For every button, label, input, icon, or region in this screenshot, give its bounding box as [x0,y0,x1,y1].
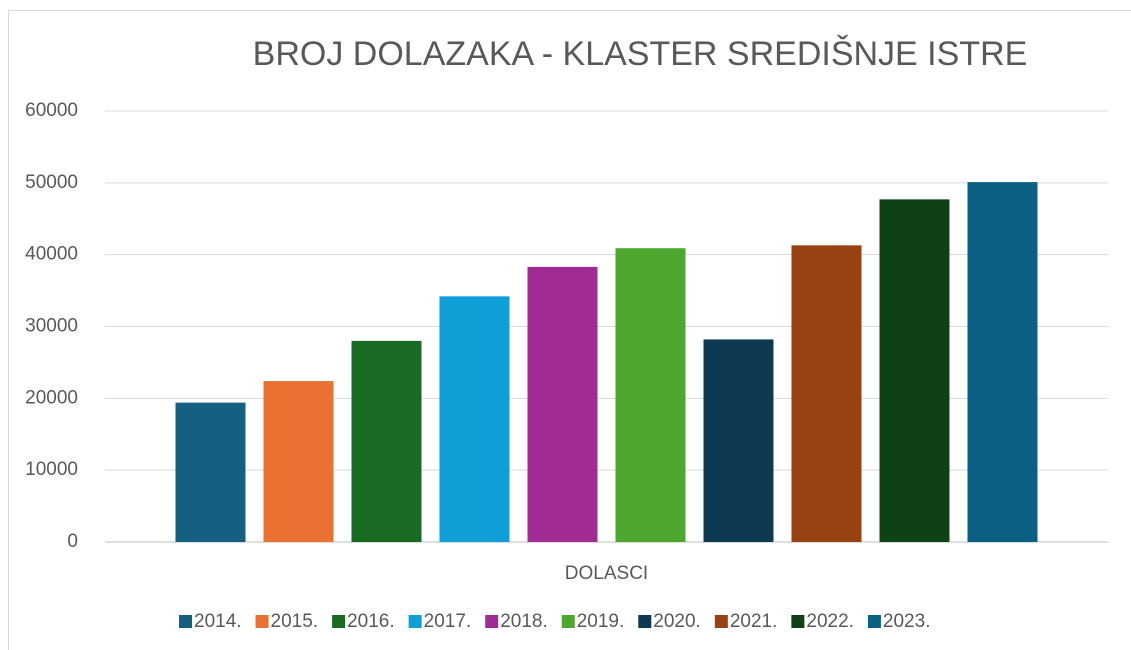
y-tick-label: 20000 [25,387,78,408]
legend-label: 2018. [500,611,548,632]
legend-label: 2016. [347,611,395,632]
bar [175,402,246,542]
y-tick-label: 0 [67,531,78,552]
legend-label: 2019. [577,611,625,632]
legend-label: 2017. [424,611,472,632]
legend-swatch [179,615,192,628]
legend-swatch [255,615,269,628]
bar [791,245,862,542]
legend-swatch [638,615,652,628]
bar [351,340,422,542]
bar [703,339,774,542]
x-tick-label: DOLASCI [565,563,648,584]
bar [879,199,950,543]
y-tick-label: 10000 [25,459,78,480]
legend-swatch [408,615,422,628]
legend-label: 2014. [194,611,242,632]
legend-label: 2015. [271,611,319,632]
chart-title: BROJ DOLAZAKA - KLASTER SREDIŠNJE ISTRE [253,35,1028,73]
legend-swatch [332,615,346,628]
bar [967,182,1038,543]
legend-label: 2023. [883,611,931,632]
bar [263,381,334,542]
legend-label: 2022. [806,611,854,632]
bar [439,296,510,542]
y-tick-label: 40000 [25,244,78,265]
legend-swatch [714,615,728,628]
y-tick-label: 60000 [25,100,78,121]
bar [615,248,686,542]
legend-swatch [485,615,499,628]
legend-swatch [561,615,575,628]
legend-label: 2021. [730,611,778,632]
y-tick-label: 30000 [25,316,78,337]
legend-swatch [867,615,881,628]
legend-label: 2020. [653,611,701,632]
y-tick-label: 50000 [25,172,78,193]
legend-swatch [791,615,805,628]
bar [527,266,598,542]
